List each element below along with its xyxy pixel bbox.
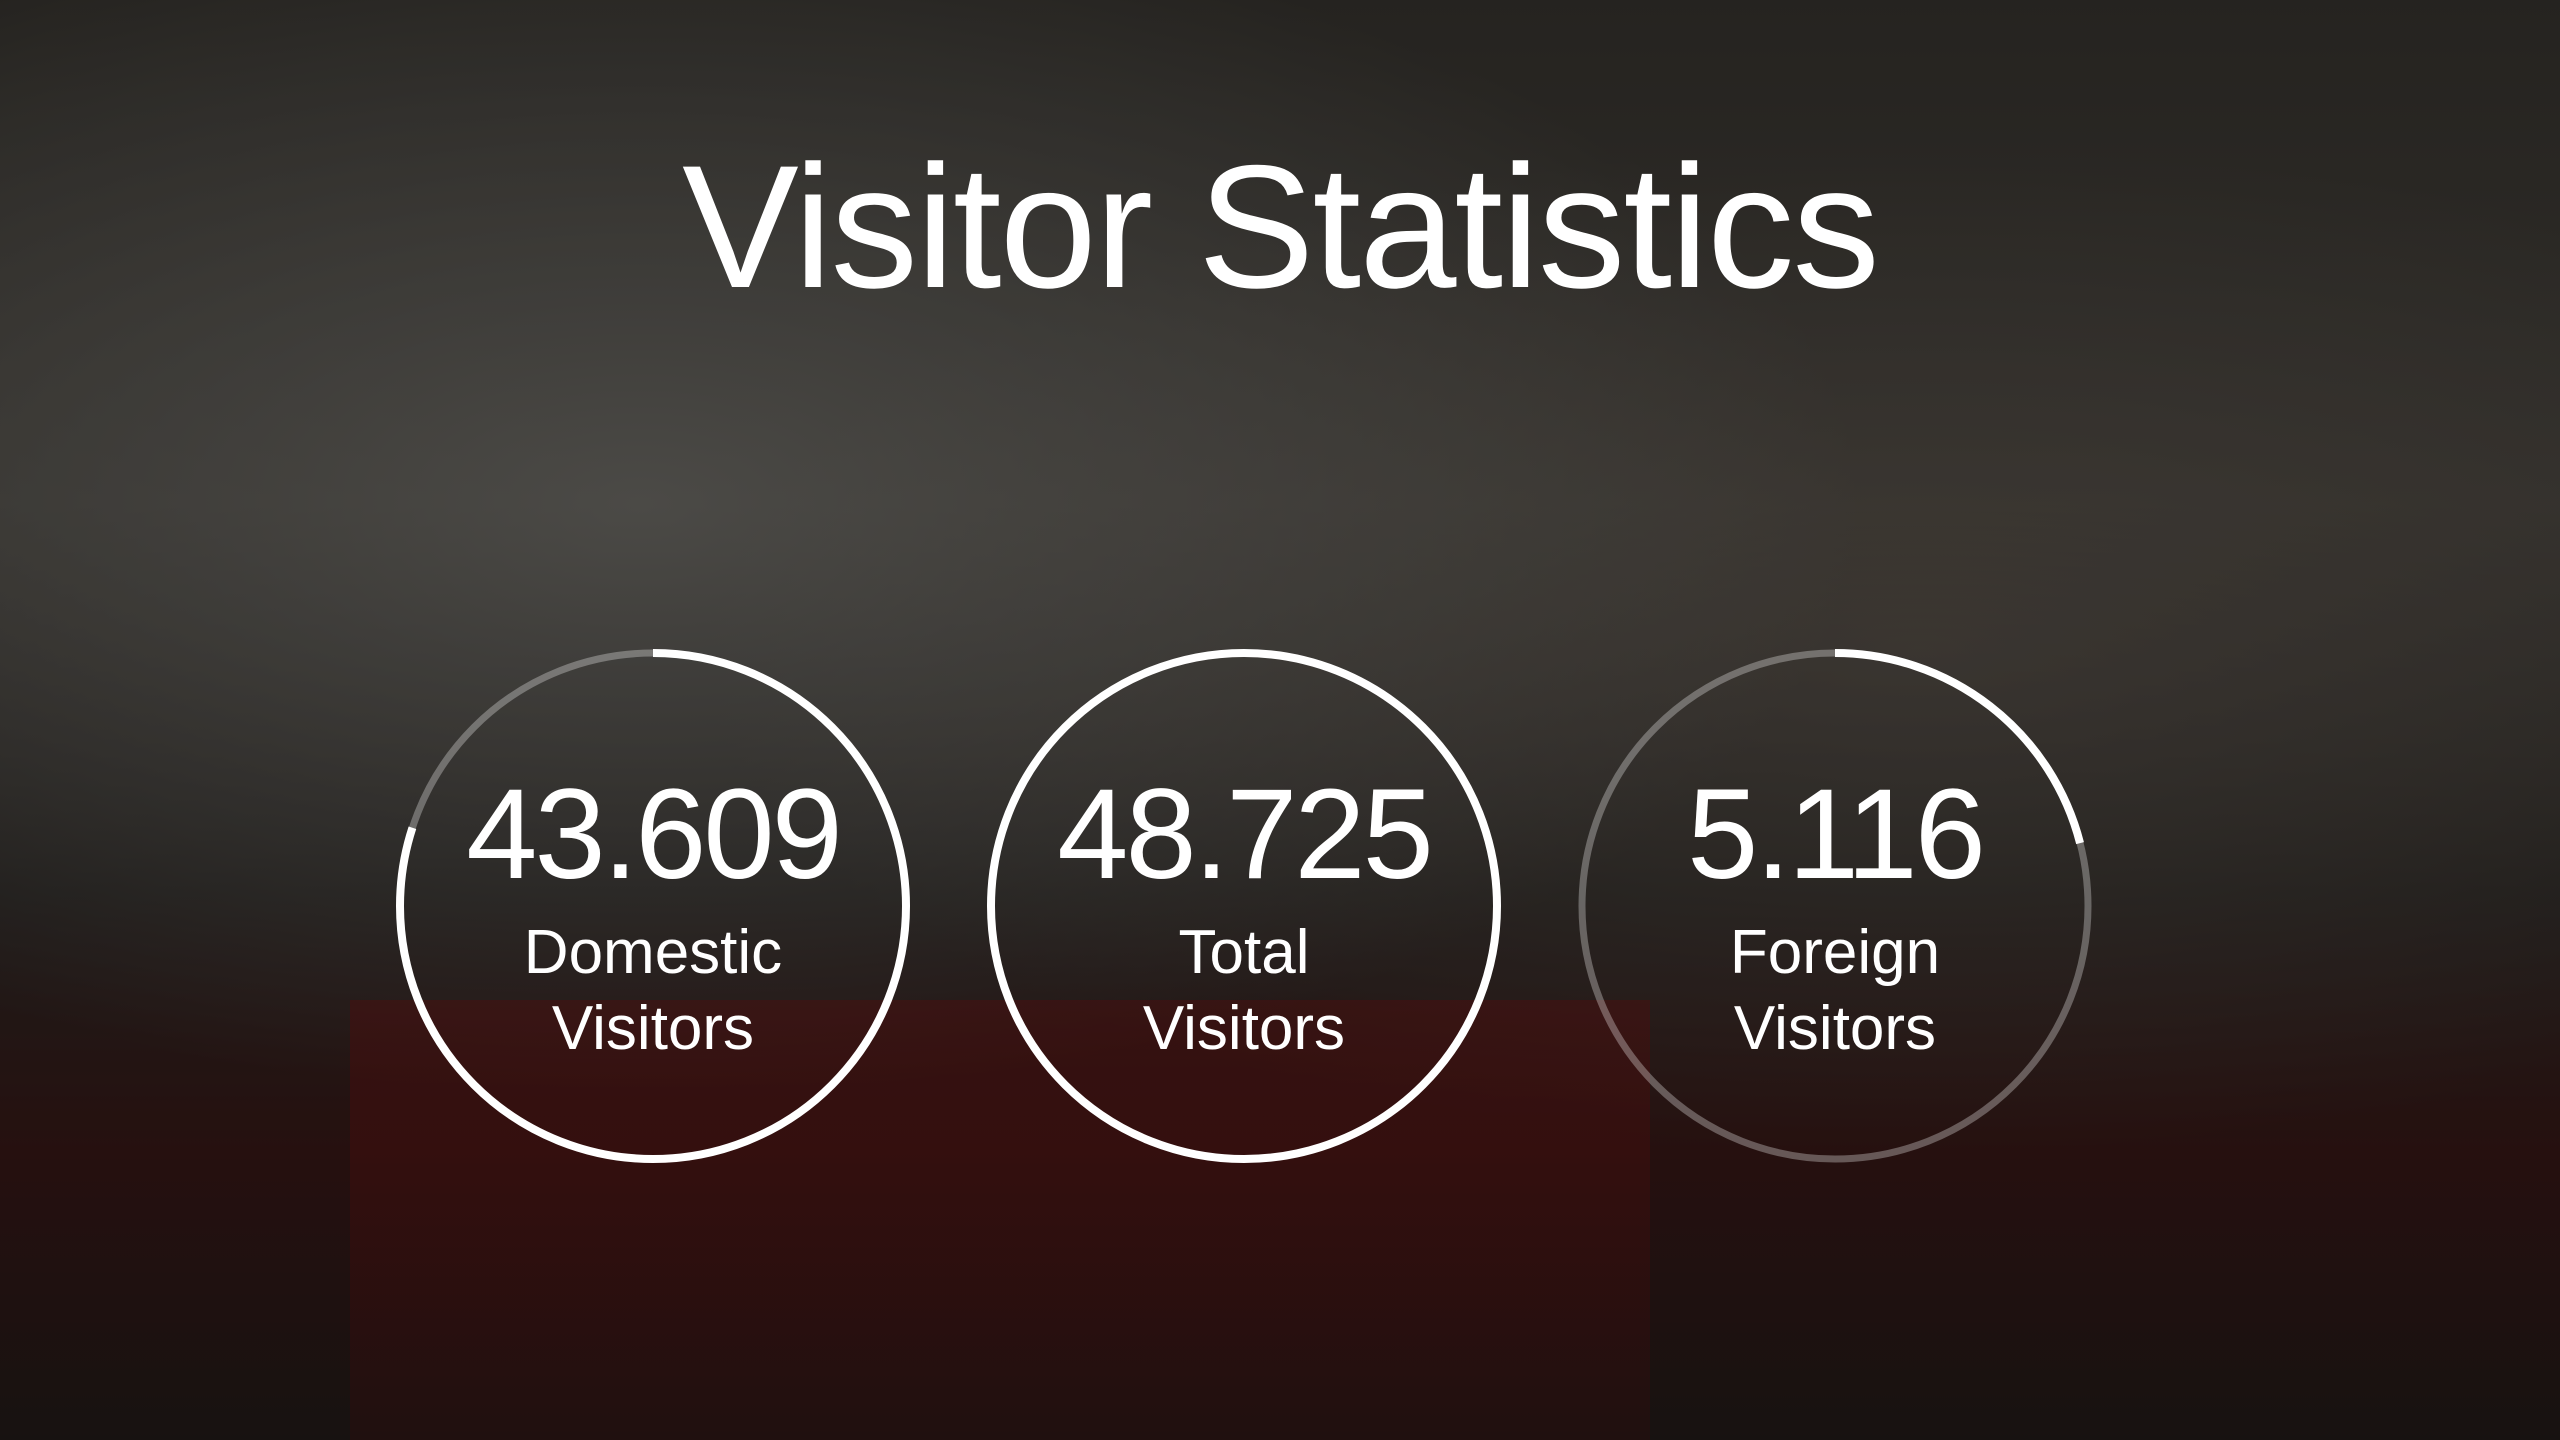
- stat-value: 48.725: [1034, 771, 1454, 899]
- stat-label: Domestic Visitors: [503, 915, 803, 1067]
- page: Visitor Statistics 43.609Domestic Visito…: [0, 0, 2560, 1440]
- stat-label: Foreign Visitors: [1685, 915, 1985, 1067]
- stat-label: Total Visitors: [1094, 915, 1394, 1067]
- stat: 43.609 Domestic Visitors: [443, 771, 863, 1067]
- stat-value: 5.116: [1625, 771, 2045, 899]
- stat: 48.725 Total Visitors: [1034, 771, 1454, 1067]
- rings: [0, 0, 2560, 1440]
- stat-value: 43.609: [443, 771, 863, 899]
- stat: 5.116 Foreign Visitors: [1625, 771, 2045, 1067]
